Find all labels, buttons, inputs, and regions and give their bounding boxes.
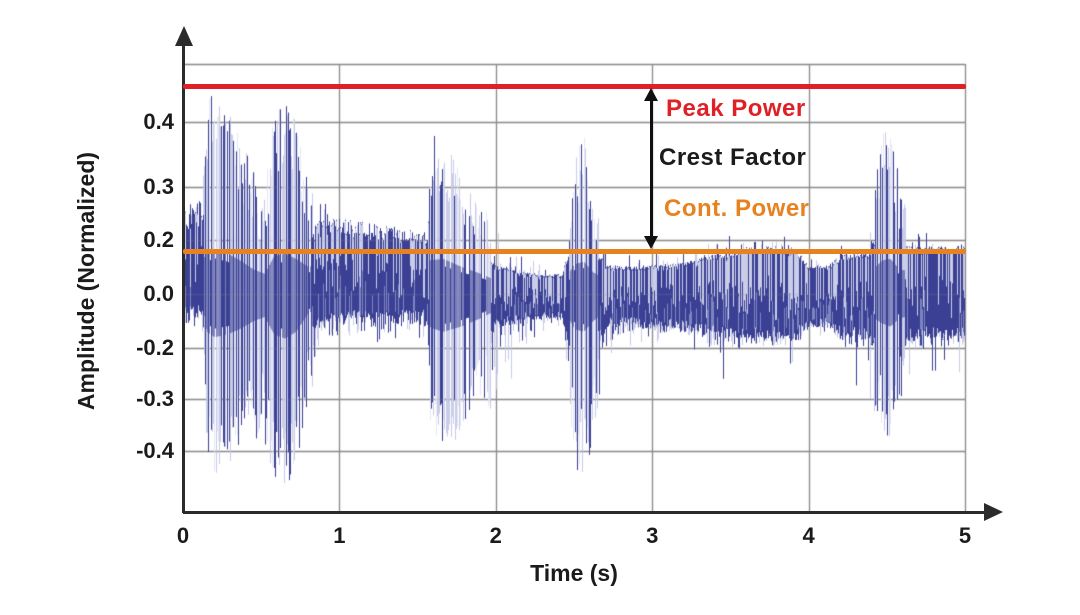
y-tick-label: 0.0 — [143, 281, 174, 306]
y-axis-arrow-icon — [175, 26, 193, 46]
x-axis-title: Time (s) — [530, 560, 618, 586]
cont-power-label: Cont. Power — [664, 195, 810, 222]
y-axis-line — [182, 44, 185, 513]
crest-factor-arrow — [650, 98, 653, 239]
x-tick-label: 0 — [176, 523, 190, 548]
peak-power-label: Peak Power — [666, 95, 806, 122]
x-tick-label: 3 — [646, 523, 659, 548]
x-tick-label: 4 — [802, 523, 815, 548]
y-tick-label: 0.4 — [143, 109, 174, 134]
arrow-up-icon — [644, 88, 658, 101]
y-axis-title: Amplitude (Normalized) — [73, 151, 99, 411]
y-tick-label: 0.2 — [143, 227, 174, 252]
x-axis-arrow-icon — [984, 503, 1003, 521]
y-tick-label: -0.4 — [136, 438, 174, 463]
cont-power-line — [183, 249, 966, 254]
peak-power-line — [183, 84, 966, 89]
y-tick-label: -0.3 — [136, 386, 174, 411]
x-tick-label: 1 — [333, 523, 346, 548]
x-tick-label: 2 — [489, 523, 502, 548]
x-axis-line — [183, 511, 985, 514]
x-tick-label: 5 — [958, 523, 972, 548]
y-tick-label: -0.2 — [136, 335, 174, 360]
arrow-down-icon — [644, 236, 658, 249]
crest-factor-label: Crest Factor — [659, 144, 807, 171]
y-tick-label: 0.3 — [143, 174, 174, 199]
